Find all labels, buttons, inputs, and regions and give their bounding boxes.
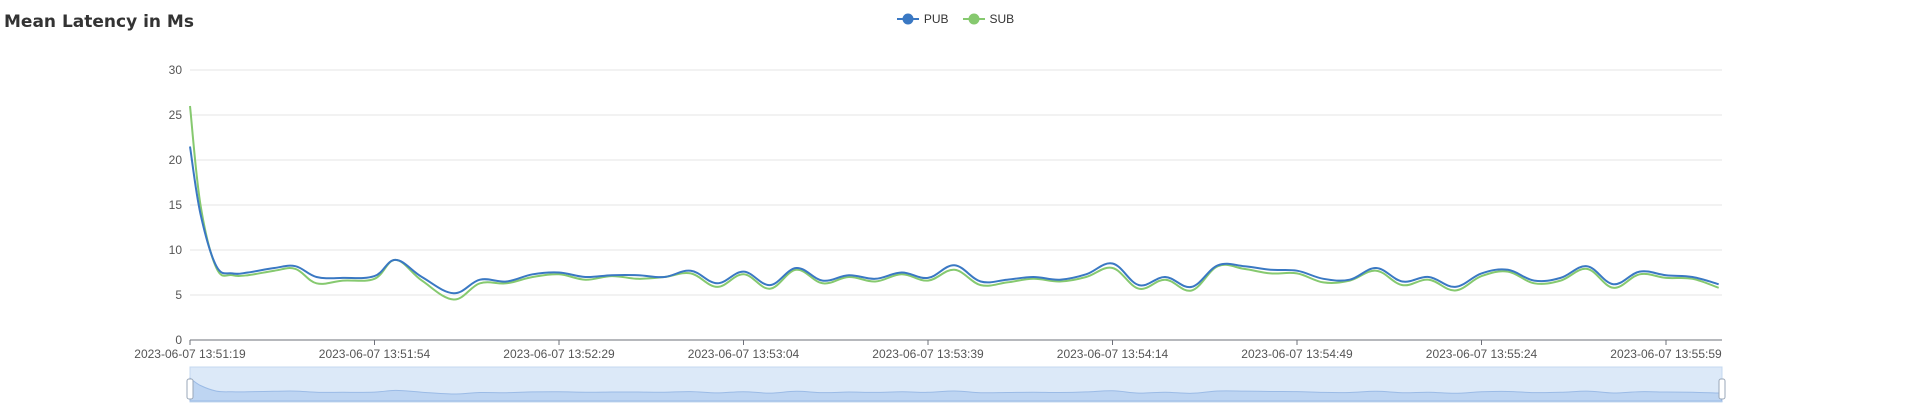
x-tick-label: 2023-06-07 13:54:14 <box>1057 347 1169 361</box>
y-tick-label: 5 <box>175 288 182 302</box>
legend-pub-label: PUB <box>923 12 949 26</box>
x-tick-label: 2023-06-07 13:51:54 <box>319 347 431 361</box>
y-tick-label: 25 <box>169 108 183 122</box>
legend-sub-label: SUB <box>989 12 1015 26</box>
y-tick-label: 30 <box>169 63 183 77</box>
zoom-preview-area <box>189 377 1723 402</box>
legend: PUB SUB <box>0 12 1911 26</box>
x-tick-label: 2023-06-07 13:53:04 <box>688 347 800 361</box>
legend-item-pub[interactable]: PUB <box>896 12 949 26</box>
x-tick-label: 2023-06-07 13:55:59 <box>1610 347 1722 361</box>
x-tick-label: 2023-06-07 13:51:19 <box>134 347 246 361</box>
legend-sub-marker <box>962 13 985 25</box>
zoom-handle-left[interactable] <box>186 378 194 400</box>
legend-item-sub[interactable]: SUB <box>962 12 1015 26</box>
x-tick-label: 2023-06-07 13:53:39 <box>872 347 984 361</box>
y-tick-label: 20 <box>169 153 183 167</box>
y-tick-label: 0 <box>175 333 182 347</box>
x-tick-label: 2023-06-07 13:54:49 <box>1241 347 1353 361</box>
chart-title: Mean Latency in Ms <box>4 12 194 32</box>
series-line-pub <box>189 146 1719 295</box>
x-tick-label: 2023-06-07 13:55:24 <box>1426 347 1538 361</box>
y-tick-label: 15 <box>169 198 183 212</box>
zoom-handle-right[interactable] <box>1718 378 1726 400</box>
legend-pub-marker <box>896 13 919 25</box>
y-tick-label: 10 <box>169 243 183 257</box>
x-tick-label: 2023-06-07 13:52:29 <box>503 347 615 361</box>
